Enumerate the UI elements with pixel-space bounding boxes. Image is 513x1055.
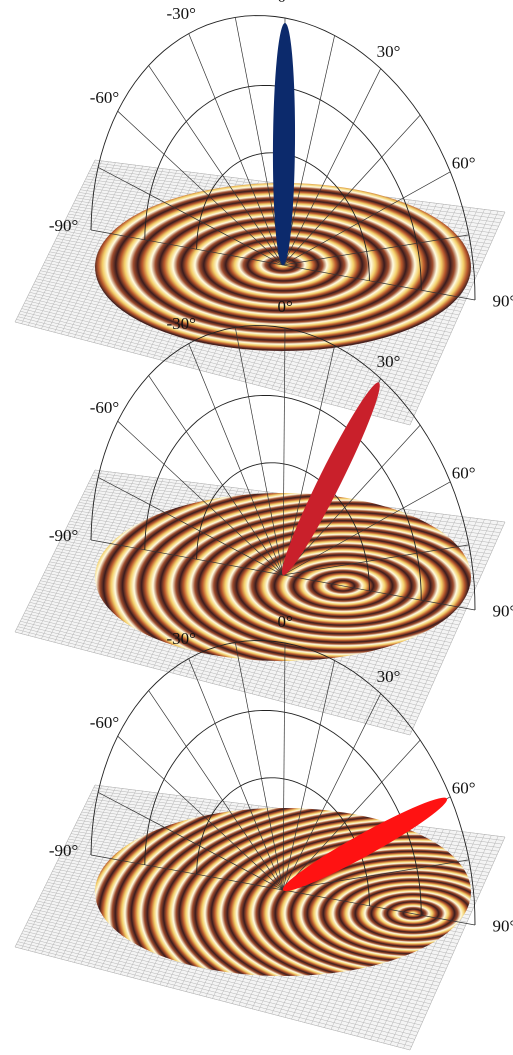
polar-radial bbox=[188, 33, 284, 266]
polar-radial bbox=[117, 420, 284, 576]
plane-grid bbox=[403, 211, 499, 424]
plane-grid bbox=[403, 521, 499, 734]
polar-radial bbox=[282, 889, 476, 926]
beam-lobe bbox=[272, 22, 296, 266]
polar-radial bbox=[97, 791, 284, 891]
polar-radial bbox=[234, 327, 284, 576]
angle-label: 90° bbox=[492, 292, 513, 311]
polar-radial bbox=[282, 574, 476, 611]
angle-label: 90° bbox=[492, 917, 513, 936]
angle-label: -60° bbox=[90, 88, 119, 107]
polar-radial bbox=[148, 375, 284, 576]
panel: 0° -30° 30° -60° 60° -90° 90° bbox=[14, 0, 513, 426]
polar-radial bbox=[234, 17, 284, 266]
polar-radial bbox=[282, 35, 335, 266]
angle-label: 60° bbox=[452, 778, 476, 797]
beam-lobe bbox=[281, 382, 380, 576]
polar-radial bbox=[188, 343, 284, 576]
polar-radial bbox=[282, 68, 382, 266]
polar-radial bbox=[282, 114, 421, 266]
plane-grid bbox=[409, 211, 506, 426]
polar-radial bbox=[282, 424, 421, 576]
plane-grid bbox=[409, 836, 506, 1051]
polar-radial bbox=[282, 642, 286, 891]
polar-radial bbox=[90, 229, 284, 266]
angle-label: 0° bbox=[278, 0, 293, 6]
polar-radial bbox=[282, 481, 451, 576]
angle-label: -30° bbox=[166, 314, 195, 333]
angle-label: 30° bbox=[377, 667, 401, 686]
angle-label: 0° bbox=[278, 612, 293, 631]
angle-label: -60° bbox=[90, 398, 119, 417]
plane-grid bbox=[396, 520, 492, 732]
polar-radial bbox=[282, 693, 382, 891]
angle-label: 30° bbox=[377, 42, 401, 61]
polar-radial bbox=[282, 327, 286, 576]
phase-disk bbox=[95, 493, 471, 661]
polar-radial bbox=[90, 854, 284, 891]
plane-grid bbox=[396, 835, 492, 1047]
plane-grid bbox=[409, 521, 506, 736]
polar-radial bbox=[148, 690, 284, 891]
polar-radial bbox=[97, 166, 284, 266]
polar-radial bbox=[282, 859, 470, 891]
polar-radial bbox=[282, 345, 335, 576]
polar-radial bbox=[282, 660, 335, 891]
angle-label: 0° bbox=[278, 297, 293, 316]
angle-label: -90° bbox=[49, 526, 78, 545]
polar-radial bbox=[234, 642, 284, 891]
angle-label: -90° bbox=[49, 841, 78, 860]
polar-radial bbox=[117, 110, 284, 266]
angle-label: 90° bbox=[492, 602, 513, 621]
angle-label: 60° bbox=[452, 463, 476, 482]
polar-radial bbox=[282, 264, 476, 301]
polar-radial bbox=[282, 544, 470, 576]
polar-radial bbox=[188, 658, 284, 891]
phase-disk bbox=[95, 183, 471, 351]
angle-label: 60° bbox=[452, 153, 476, 172]
angle-label: -90° bbox=[49, 216, 78, 235]
polar-radial bbox=[117, 735, 284, 891]
polar-radial bbox=[90, 539, 284, 576]
polar-radial bbox=[148, 65, 284, 266]
beam-lobe bbox=[282, 797, 448, 892]
panel: 0° -30° 30° -60° 60° -90° 90° bbox=[14, 612, 513, 1051]
polar-radial bbox=[97, 476, 284, 576]
polar-radial bbox=[282, 739, 421, 891]
plane-grid bbox=[396, 210, 492, 422]
angle-label: 30° bbox=[377, 352, 401, 371]
phase-disk bbox=[95, 808, 471, 976]
angle-label: -60° bbox=[90, 713, 119, 732]
polar-radial bbox=[282, 171, 451, 266]
plane-grid bbox=[403, 836, 499, 1049]
polar-radial bbox=[282, 234, 470, 266]
angle-label: -30° bbox=[166, 629, 195, 648]
angle-label: -30° bbox=[166, 4, 195, 23]
